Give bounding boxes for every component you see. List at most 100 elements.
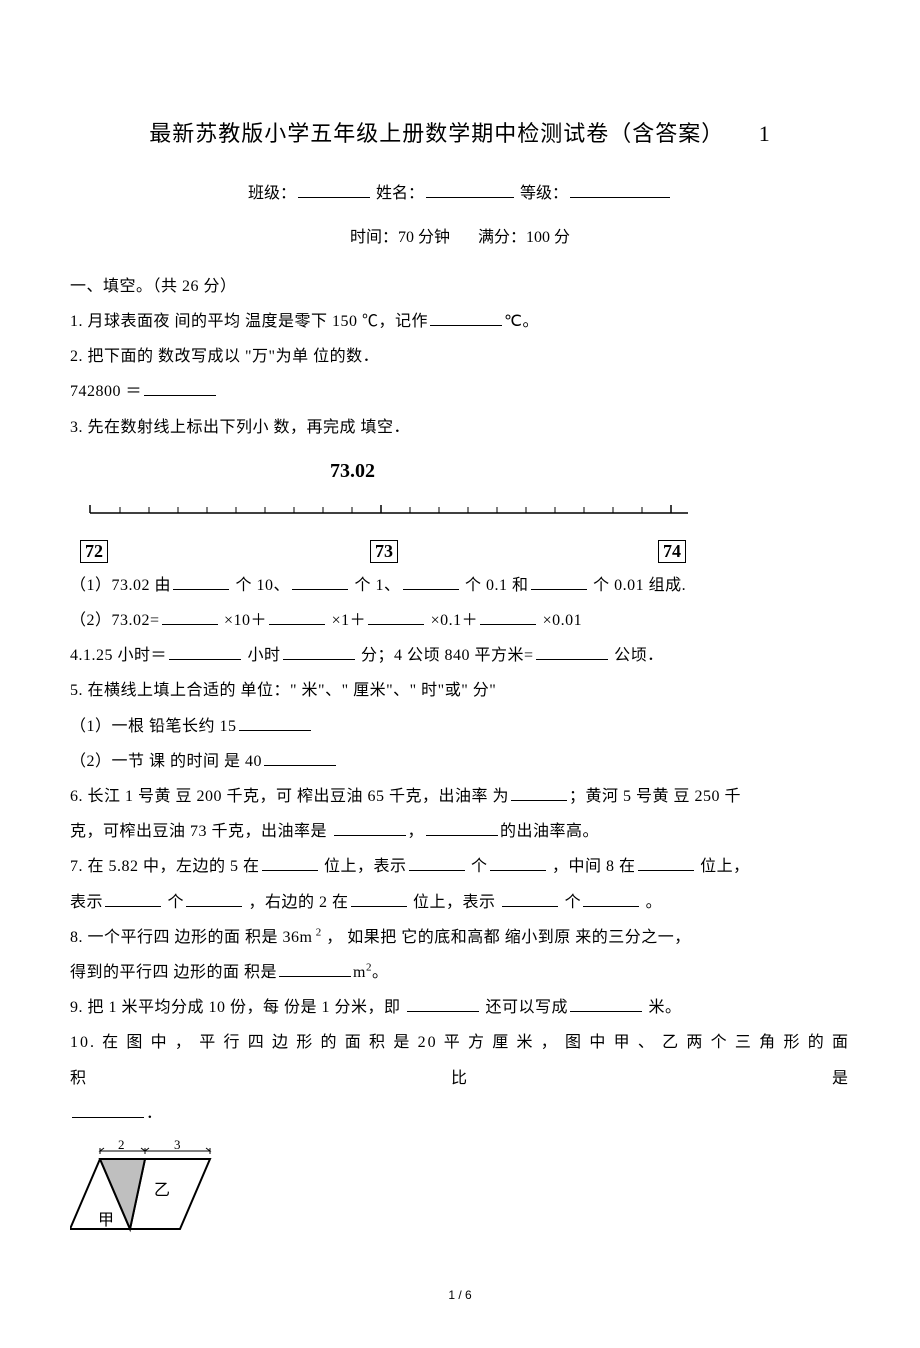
q8a: 8. 一个平行四 边形的面 积是 36m xyxy=(70,929,312,946)
q3-1d: 个 0.1 和 xyxy=(465,577,529,594)
name-blank xyxy=(426,182,514,198)
section-1-head: 一、填空。（共 26 分） xyxy=(70,269,850,304)
question-7-line2: 表示 个 ，右边的 2 在 位上，表示 个 。 xyxy=(70,885,850,920)
q7-blank9 xyxy=(583,891,639,907)
q6-blank3 xyxy=(426,820,498,836)
q7g: 个 xyxy=(168,894,185,911)
q2-blank xyxy=(144,380,216,396)
q3-1e: 个 0.01 组成. xyxy=(593,577,686,594)
q9a: 9. 把 1 米平均分成 10 份，每 份是 1 分米，即 xyxy=(70,999,405,1016)
q7-blank2 xyxy=(409,855,465,871)
q9c: 米。 xyxy=(649,999,682,1016)
question-3-sub1: （1）73.02 由 个 10、 个 1、 个 0.1 和 个 0.01 组成. xyxy=(70,568,850,603)
fig-label-jia: 甲 xyxy=(98,1212,114,1229)
question-8-line1: 8. 一个平行四 边形的面 积是 36m 2 ， 如果把 它的底和高都 缩小到原… xyxy=(70,920,850,955)
q10b: ． xyxy=(146,1105,163,1122)
q7d: ，中间 8 在 xyxy=(552,858,636,875)
question-6-line1: 6. 长江 1 号黄 豆 200 千克，可 榨出豆油 65 千克，出油率 为 ；黄… xyxy=(70,779,850,814)
q4a: 4.1.25 小时＝ xyxy=(70,647,167,664)
full-value: 100 分 xyxy=(526,229,570,246)
q7-blank7 xyxy=(351,891,407,907)
q1-text-a: 1. 月球表面夜 间的平均 温度是零下 150 ℃，记作 xyxy=(70,313,428,330)
q3-1-blank3 xyxy=(403,574,459,590)
title-suffix: 1 xyxy=(759,121,771,146)
q7a: 7. 在 5.82 中，左边的 5 在 xyxy=(70,858,260,875)
q7-blank4 xyxy=(638,855,694,871)
q9b: 还可以写成 xyxy=(486,999,569,1016)
q4c: 分；4 公顷 840 平方米= xyxy=(361,647,534,664)
q3-2-blank4 xyxy=(480,609,536,625)
fig-label-3: 3 xyxy=(174,1139,181,1152)
q5-1-blank xyxy=(239,715,311,731)
question-10-line2: ． xyxy=(70,1096,850,1131)
numline-box-72: 72 xyxy=(80,540,108,564)
q3-2-blank3 xyxy=(368,609,424,625)
q9-blank1 xyxy=(407,996,479,1012)
q3-2b: ×10＋ xyxy=(224,612,267,629)
name-label: 姓名： xyxy=(376,185,424,202)
q6a: 6. 长江 1 号黄 豆 200 千克，可 榨出豆油 65 千克，出油率 为 xyxy=(70,788,509,805)
q7-blank6 xyxy=(186,891,242,907)
title-text: 最新苏教版小学五年级上册数学期中检测试卷（含答案） xyxy=(149,121,724,146)
q7-blank3 xyxy=(490,855,546,871)
q4b: 小时 xyxy=(248,647,281,664)
q8-blank xyxy=(279,961,351,977)
parallelogram-svg: 2 3 乙 甲 xyxy=(70,1139,240,1239)
q3-1-blank1 xyxy=(173,574,229,590)
question-7-line1: 7. 在 5.82 中，左边的 5 在 位上，表示 个 ，中间 8 在 位上， xyxy=(70,849,850,884)
question-4: 4.1.25 小时＝ 小时 分；4 公顷 840 平方米= 公顷． xyxy=(70,638,850,673)
q3-2c: ×1＋ xyxy=(332,612,367,629)
fig-label-2: 2 xyxy=(118,1139,125,1152)
q8e: 。 xyxy=(372,964,389,981)
student-info-line: 班级： 姓名： 等级： xyxy=(70,176,850,211)
q6b: ；黄河 5 号黄 豆 250 千 xyxy=(569,788,741,805)
fig-label-yi: 乙 xyxy=(154,1182,170,1199)
q5-1: （1）一根 铅笔长约 15 xyxy=(70,718,237,735)
q7b: 位上，表示 xyxy=(324,858,407,875)
q7-blank5 xyxy=(105,891,161,907)
q3-1b: 个 10、 xyxy=(236,577,291,594)
numline-box-73: 73 xyxy=(370,540,398,564)
q7-blank8 xyxy=(502,891,558,907)
q5-2-blank xyxy=(264,750,336,766)
q7c: 个 xyxy=(471,858,488,875)
question-3-sub2: （2）73.02= ×10＋ ×1＋ ×0.1＋ ×0.01 xyxy=(70,603,850,638)
class-label: 班级： xyxy=(248,185,296,202)
q3-1-blank2 xyxy=(292,574,348,590)
q7e: 位上， xyxy=(700,858,750,875)
q3-1a: （1）73.02 由 xyxy=(70,577,171,594)
exam-meta-line: 时间：70 分钟 满分：100 分 xyxy=(70,220,850,255)
q3-2e: ×0.01 xyxy=(543,612,583,629)
q7f: 表示 xyxy=(70,894,103,911)
q1-blank xyxy=(430,310,502,326)
class-blank xyxy=(298,182,370,198)
question-8-line2: 得到的平行四 边形的面 积是m2。 xyxy=(70,955,850,990)
q2-lhs: 742800 ＝ xyxy=(70,383,142,400)
q6e: 的出油率高。 xyxy=(500,823,599,840)
q6-blank2 xyxy=(334,820,406,836)
parallelogram-figure: 2 3 乙 甲 xyxy=(70,1139,850,1252)
question-5-sub2: （2）一节 课 的时间 是 40 xyxy=(70,744,850,779)
q4-blank3 xyxy=(536,644,608,660)
full-label: 满分： xyxy=(478,229,526,246)
q3-1c: 个 1、 xyxy=(355,577,401,594)
q6-blank1 xyxy=(511,785,567,801)
q3-2-blank1 xyxy=(162,609,218,625)
number-line-value: 73.02 xyxy=(330,449,850,493)
page-number: 1 / 6 xyxy=(70,1282,850,1308)
q9-blank2 xyxy=(570,996,642,1012)
q3-2-blank2 xyxy=(269,609,325,625)
q4-blank1 xyxy=(169,644,241,660)
q7i: 位上，表示 xyxy=(413,894,500,911)
q7k: 。 xyxy=(646,894,663,911)
numline-box-74: 74 xyxy=(658,540,686,564)
question-1: 1. 月球表面夜 间的平均 温度是零下 150 ℃，记作℃。 xyxy=(70,304,850,339)
question-10-line1: 10. 在 图 中 ， 平 行 四 边 形 的 面 积 是 20 平 方 厘 米… xyxy=(70,1025,850,1095)
q3-2d: ×0.1＋ xyxy=(431,612,479,629)
q4d: 公顷． xyxy=(614,647,664,664)
question-5-head: 5. 在横线上填上合适的 单位：" 米"、" 厘米"、" 时"或" 分" xyxy=(70,673,850,708)
question-6-line2: 克，可榨出豆油 73 千克，出油率是 ，的出油率高。 xyxy=(70,814,850,849)
grade-label: 等级： xyxy=(520,185,568,202)
q8-sup1: 2 xyxy=(312,926,321,938)
q3-2a: （2）73.02= xyxy=(70,612,160,629)
